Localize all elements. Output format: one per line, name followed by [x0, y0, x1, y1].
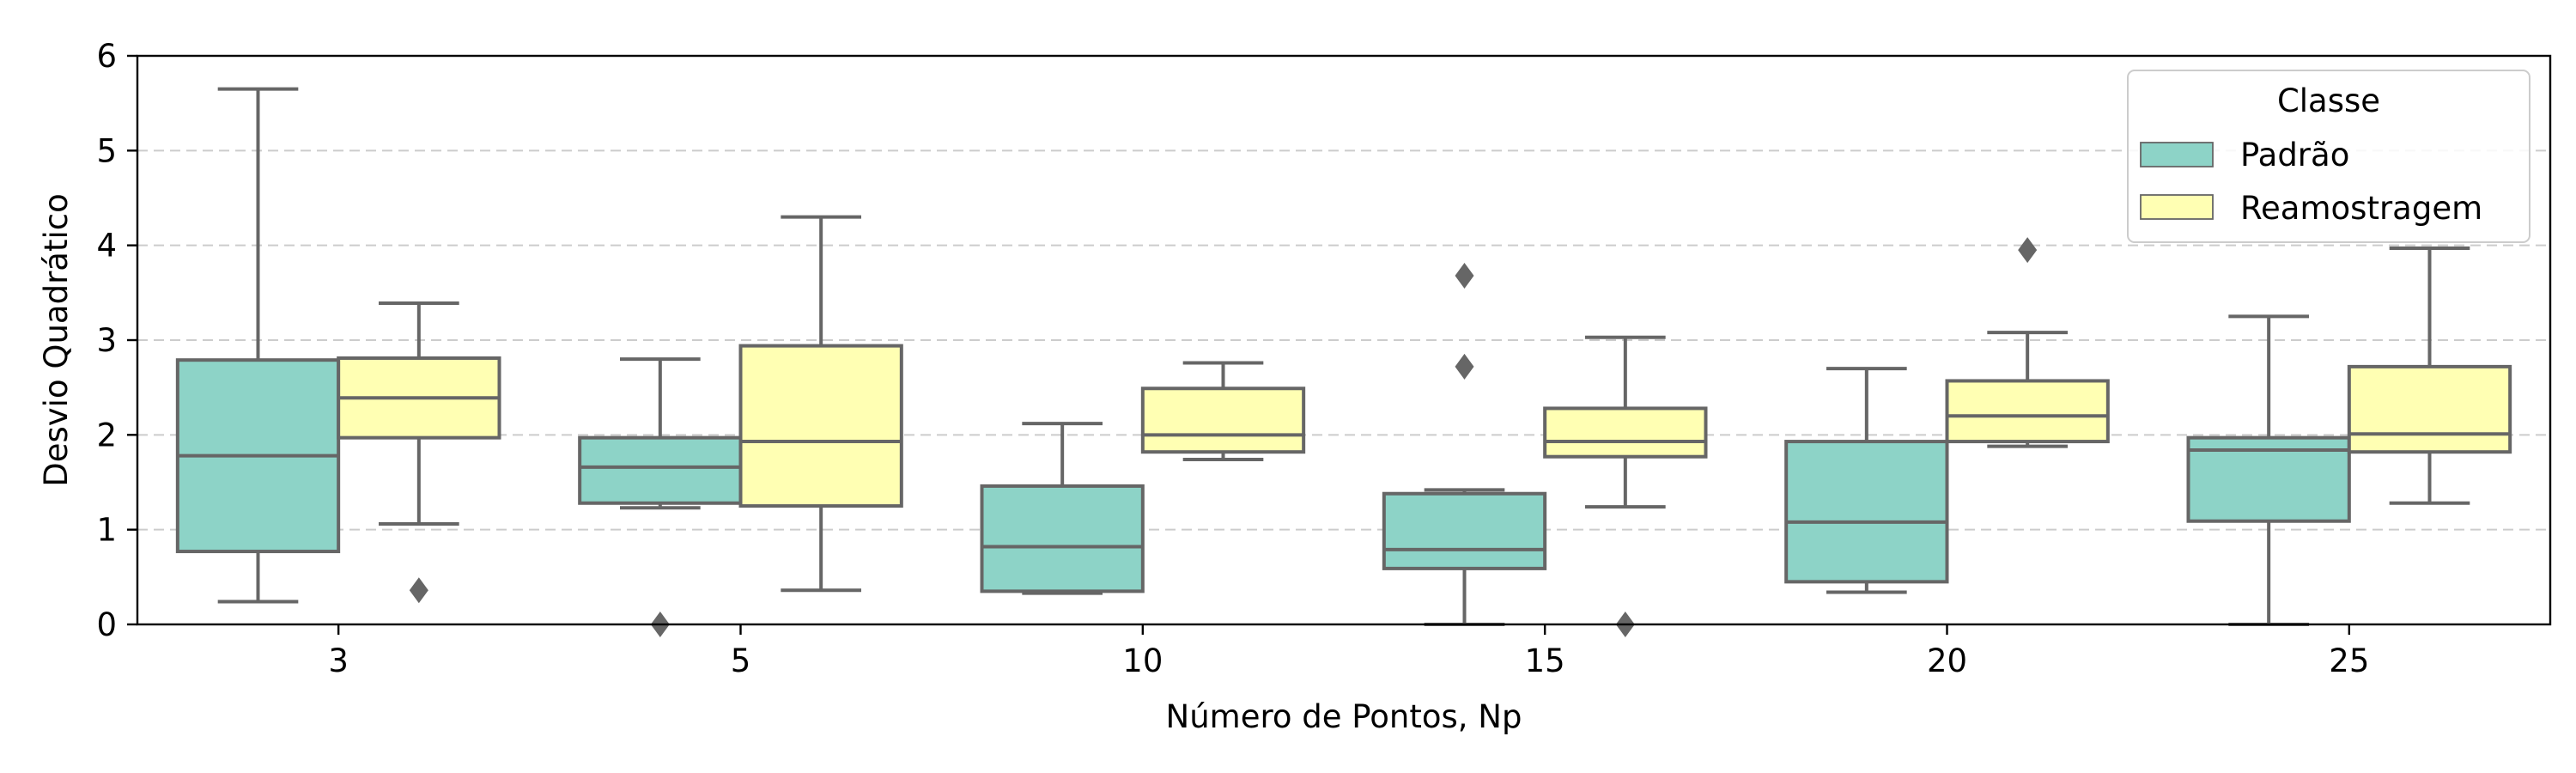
box [738, 344, 903, 508]
box-group [337, 301, 501, 604]
box [1382, 491, 1547, 570]
box [980, 484, 1145, 593]
box-group [980, 422, 1145, 595]
box [1140, 386, 1306, 454]
y-tick-label: 2 [96, 417, 117, 453]
x-tick-label: 10 [1122, 642, 1163, 679]
x-tick-label: 5 [731, 642, 751, 679]
y-tick-label: 6 [96, 38, 117, 75]
outlier-marker [409, 577, 428, 604]
box-group [578, 357, 743, 637]
box [1945, 379, 2110, 444]
box-group [1784, 367, 1949, 594]
y-tick-label: 3 [96, 322, 117, 359]
box-group [1382, 262, 1547, 626]
x-tick-label: 15 [1525, 642, 1565, 679]
y-tick-label: 0 [96, 606, 117, 643]
x-axis-label: Número de Pontos, Np [1166, 698, 1522, 735]
box-group [2186, 314, 2351, 626]
legend-label-padrao: Padrão [2240, 137, 2349, 173]
legend-swatch-padrao [2140, 142, 2214, 167]
y-tick-label: 4 [96, 228, 117, 265]
outlier-marker [1455, 262, 1474, 289]
box-group [1140, 361, 1306, 462]
box-group [175, 87, 341, 604]
legend-frame [2127, 70, 2530, 243]
legend-title: Classe [2277, 82, 2380, 119]
outlier-marker [1455, 353, 1474, 380]
box-group [2347, 246, 2512, 505]
y-tick-label: 1 [96, 512, 117, 549]
box [578, 435, 743, 505]
x-tick-label: 3 [328, 642, 349, 679]
legend-label-reamostragem: Reamostragem [2240, 190, 2482, 227]
y-axis: 0 1 2 3 4 5 6 [96, 38, 137, 643]
x-axis: 3 5 10 15 20 25 [328, 624, 2369, 679]
box-group [738, 215, 903, 593]
x-tick-label: 20 [1927, 642, 1967, 679]
y-tick-label: 5 [96, 132, 117, 169]
box [1784, 440, 1949, 584]
y-axis-label: Desvio Quadrático [38, 193, 75, 487]
legend-swatch-reamostragem [2140, 194, 2214, 220]
outlier-marker [2018, 237, 2038, 264]
box-group [1543, 335, 1708, 637]
box-group [1945, 237, 2110, 448]
x-tick-label: 25 [2329, 642, 2369, 679]
box [1543, 406, 1708, 459]
box [2347, 364, 2512, 454]
box-plots [175, 87, 2512, 637]
legend: Classe Padrão Reamostragem [2127, 70, 2530, 243]
